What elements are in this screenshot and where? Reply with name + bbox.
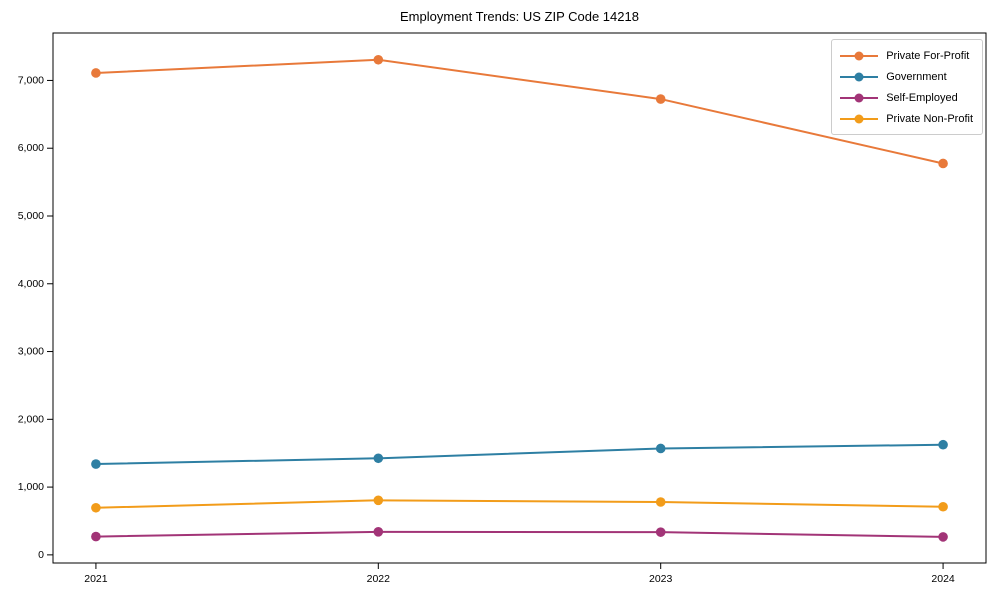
data-point-private-for-profit-2023 <box>655 94 666 104</box>
data-point-government-2022 <box>373 453 384 464</box>
y-axis-tick-label: 1,000 <box>18 481 44 493</box>
y-axis-tick-label: 7,000 <box>18 74 44 86</box>
legend-marker-private-non-profit <box>840 114 879 123</box>
data-point-government-2021 <box>91 459 101 469</box>
chart-title: Employment Trends: US ZIP Code 14218 <box>400 9 639 24</box>
data-point-self-employed-2024 <box>938 532 948 542</box>
y-axis-tick-label: 4,000 <box>18 278 44 290</box>
x-axis-tick-label: 2024 <box>931 573 955 585</box>
x-axis-tick-label: 2022 <box>367 573 391 585</box>
y-axis-tick-label: 0 <box>38 549 44 561</box>
legend-label-self-employed: Self-Employed <box>886 91 958 104</box>
series-line-government <box>95 443 944 466</box>
series-line-self-employed <box>95 530 944 538</box>
legend-marker-private-for-profit <box>840 51 879 60</box>
legend: Private For-Profit Government Self-Employe… <box>831 39 983 135</box>
legend-item-government: Government <box>839 66 973 87</box>
y-axis-tick-label: 2,000 <box>18 413 44 425</box>
legend-marker-government <box>840 72 879 81</box>
legend-label-government: Government <box>886 70 947 83</box>
plot-frame <box>52 32 987 564</box>
legend-dot <box>854 93 864 102</box>
x-axis-tick-label: 2021 <box>84 573 108 585</box>
legend-item-private-non-profit: Private Non-Profit <box>839 108 973 129</box>
legend-dot <box>854 72 864 81</box>
data-point-self-employed-2022 <box>373 527 384 537</box>
series-line-private-non-profit <box>95 499 944 509</box>
legend-label-private-non-profit: Private Non-Profit <box>886 112 973 125</box>
data-point-government-2023 <box>655 443 666 454</box>
data-point-self-employed-2021 <box>91 531 101 542</box>
data-point-private-non-profit-2021 <box>91 502 101 513</box>
series-line-private-for-profit <box>95 58 944 165</box>
legend-dot <box>854 114 864 123</box>
y-axis-tick-label: 6,000 <box>18 142 44 154</box>
x-axis-tick-label: 2023 <box>649 573 673 585</box>
data-point-private-for-profit-2022 <box>373 54 384 65</box>
data-point-private-non-profit-2022 <box>373 495 384 506</box>
legend-item-self-employed: Self-Employed <box>839 87 973 108</box>
data-point-private-non-profit-2024 <box>938 501 948 512</box>
legend-marker-self-employed <box>840 93 879 102</box>
data-point-government-2024 <box>938 439 948 450</box>
data-point-private-for-profit-2024 <box>938 158 948 169</box>
legend-dot <box>854 51 864 60</box>
legend-item-private-for-profit: Private For-Profit <box>839 45 973 66</box>
y-axis-tick-label: 5,000 <box>18 210 44 222</box>
data-point-private-non-profit-2023 <box>655 497 666 507</box>
y-axis-tick-label: 3,000 <box>18 346 44 358</box>
legend-label-private-for-profit: Private For-Profit <box>886 49 970 62</box>
data-point-private-for-profit-2021 <box>91 68 101 78</box>
data-point-self-employed-2023 <box>655 527 666 537</box>
